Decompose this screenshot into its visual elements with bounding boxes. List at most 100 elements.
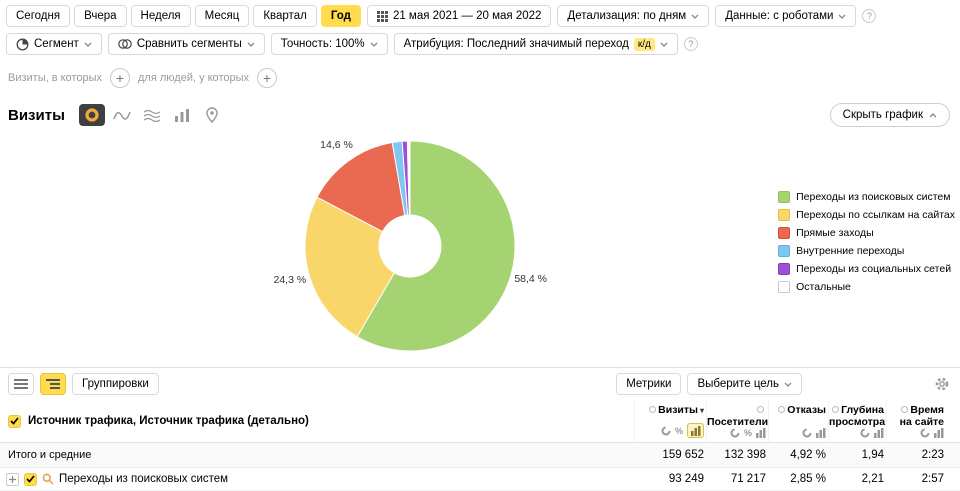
precision-label: Точность: 100% [280,38,365,50]
column-header-visits[interactable]: Визиты ▾ [635,404,704,416]
legend-swatch [778,281,791,293]
legend-item[interactable]: Переходы по ссылкам на сайтах [778,209,955,221]
metrics-label: Метрики [626,378,672,390]
legend-item[interactable]: Переходы из поисковых систем [778,191,955,203]
legend-swatch [778,263,791,275]
pie-view-icon[interactable] [661,426,671,436]
settings-gear-icon[interactable] [934,376,950,392]
pie-slice[interactable] [316,141,406,233]
precision-dropdown[interactable]: Точность: 100% [270,33,388,55]
add-people-filter-button[interactable]: + [257,68,277,88]
info-icon [778,406,786,413]
legend-label: Прямые заходы [796,227,874,239]
magnifier-icon[interactable] [42,473,54,485]
period-today-button[interactable]: Сегодня [6,5,71,27]
donut-chart [304,140,516,352]
column-label: Глубина просмотра [829,404,886,429]
bars-view-icon[interactable] [756,428,766,439]
stacked-lines-icon [143,109,161,122]
date-range-button[interactable]: 21 мая 2021 — 20 мая 2022 [366,5,552,27]
period-year-button[interactable]: Год [320,5,361,27]
period-quarter-button[interactable]: Квартал [253,5,317,27]
row-label-cell: Переходы из поисковых систем [0,472,634,486]
filter-bar: Визиты, в которых + для людей, у которых… [0,61,960,95]
chart-legend: Переходы из поисковых систем Переходы по … [778,191,955,293]
metric-display-switcher [829,428,884,439]
stacked-chart-view-button[interactable] [139,104,165,126]
select-all-checkbox[interactable] [8,414,21,428]
table-row[interactable]: Переходы из поисковых систем 93 249 71 2… [0,468,960,491]
bars-view-icon[interactable] [687,423,704,438]
metric-display-switcher [769,428,826,438]
bars-view-icon[interactable] [874,428,884,439]
column-header-time[interactable]: Время на сайте [887,404,944,428]
legend-swatch [778,191,791,203]
pie-view-icon[interactable] [802,428,812,438]
groupings-label: Группировки [82,378,149,390]
legend-item[interactable]: Внутренние переходы [778,245,955,257]
choose-goal-dropdown[interactable]: Выберите цель [687,373,802,395]
bar-chart-view-button[interactable] [169,104,195,126]
bars-view-icon[interactable] [934,428,944,439]
column-header-depth[interactable]: Глубина просмотра [829,404,886,429]
legend-item[interactable]: Остальные [778,281,955,293]
hide-chart-label: Скрыть график [842,109,923,121]
info-icon [757,406,764,413]
column-bounces: Отказы [768,400,828,442]
data-mode-dropdown[interactable]: Данные: с роботами [715,5,857,27]
compare-segments-label: Сравнить сегменты [136,38,242,50]
column-label: Время на сайте [899,404,944,429]
legend-label: Переходы из социальных сетей [796,263,952,275]
percent-view-icon[interactable]: % [743,428,752,439]
period-yesterday-button[interactable]: Вчера [74,5,127,27]
pie-slice[interactable] [356,140,516,352]
row-checkbox[interactable] [24,472,37,486]
column-label: Визиты [658,404,698,416]
pie-slice[interactable] [304,196,396,338]
dimension-header-label: Источник трафика, Источник трафика (дета… [28,415,309,427]
metric-display-switcher [887,428,944,439]
hide-chart-button[interactable]: Скрыть график [829,103,950,127]
line-chart-view-button[interactable] [109,104,135,126]
period-week-button[interactable]: Неделя [130,5,191,27]
flat-list-view-button[interactable] [8,373,34,395]
legend-swatch [778,245,791,257]
attribution-dropdown[interactable]: Атрибуция: Последний значимый переход к/… [393,33,678,55]
plus-icon [9,475,16,483]
totals-time: 2:23 [921,449,944,461]
data-mode-label: Данные: с роботами [725,10,834,22]
pie-slice[interactable] [406,140,411,216]
column-header-visitors[interactable]: Посетители [707,404,768,428]
chevron-down-icon [691,14,699,19]
date-range-label: 21 мая 2021 — 20 мая 2022 [392,10,542,22]
pie-view-icon[interactable] [860,428,870,438]
totals-bounces: 4,92 % [790,449,826,461]
percent-view-icon[interactable]: % [674,425,683,436]
segment-toolbar: Сегмент Сравнить сегменты Точность: 100%… [0,31,960,61]
groupings-button[interactable]: Группировки [72,373,159,395]
tree-list-view-button[interactable] [40,373,66,395]
pie-slice-label: 24,3 % [273,274,307,287]
legend-item[interactable]: Переходы из социальных сетей [778,263,955,275]
totals-depth: 1,94 [861,449,884,461]
metrics-button[interactable]: Метрики [616,373,682,395]
legend-item[interactable]: Прямые заходы [778,227,955,239]
column-header-bounces[interactable]: Отказы [769,404,826,416]
bars-view-icon[interactable] [816,428,826,438]
pie-view-icon[interactable] [920,428,930,438]
help-icon[interactable]: ? [683,37,698,51]
expand-row-button[interactable] [6,472,19,486]
map-view-button[interactable] [199,104,225,126]
row-depth: 2,21 [861,473,884,485]
period-month-button[interactable]: Месяц [194,5,250,27]
pie-view-icon[interactable] [730,428,740,438]
segment-dropdown[interactable]: Сегмент [6,33,102,55]
visits-condition-label: Визиты, в которых [8,72,102,84]
detalization-dropdown[interactable]: Детализация: по дням [557,5,710,27]
help-icon[interactable]: ? [862,9,877,23]
pie-chart-area: Переходы из поисковых систем Переходы по … [0,127,960,367]
add-visit-filter-button[interactable]: + [110,68,130,88]
pie-chart-view-button[interactable] [78,104,105,126]
compare-segments-dropdown[interactable]: Сравнить сегменты [107,33,265,55]
chart-title: Визиты [8,106,65,124]
